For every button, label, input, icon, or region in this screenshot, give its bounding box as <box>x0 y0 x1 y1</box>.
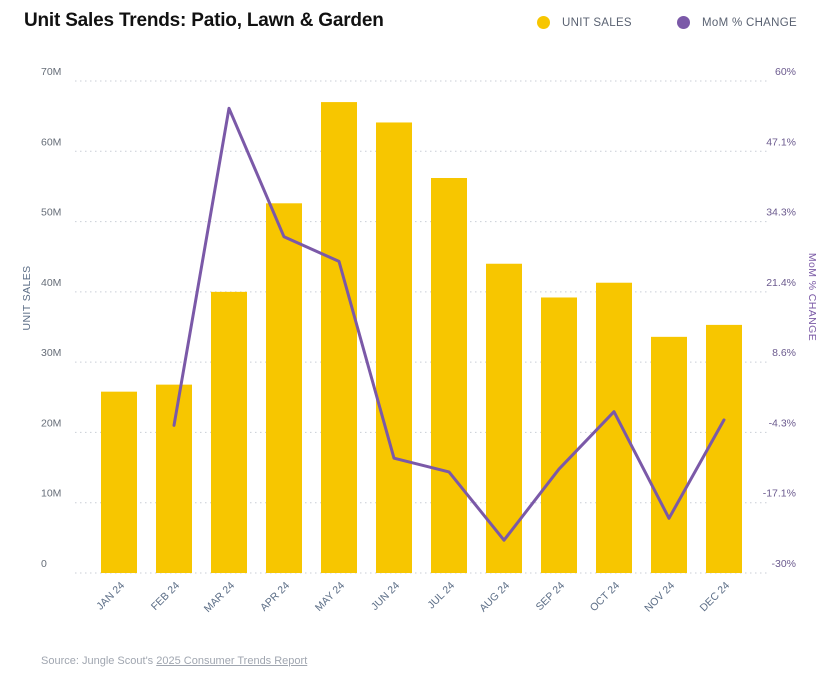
source-prefix: Source: Jungle Scout's <box>41 655 154 667</box>
x-tick-label: OCT 24 <box>588 580 622 614</box>
y-tick-right: -30% <box>771 558 796 570</box>
bar-unit-sales <box>156 384 192 573</box>
y-axis-title-right: MoM % CHANGE <box>806 253 818 341</box>
x-tick-label: NOV 24 <box>642 580 677 615</box>
y-tick-right: -17.1% <box>763 488 796 500</box>
bar-unit-sales <box>431 177 467 573</box>
legend-label-unit-sales: UNIT SALES <box>562 16 632 29</box>
y-tick-left: 10M <box>41 488 61 500</box>
y-tick-left: 50M <box>41 207 61 219</box>
x-tick-label: JUL 24 <box>425 580 457 612</box>
legend-label-mom-change: MoM % CHANGE <box>702 16 797 29</box>
y-tick-left: 0 <box>41 558 47 570</box>
bar-unit-sales <box>651 336 687 573</box>
bar-unit-sales <box>596 282 632 573</box>
x-tick-label: JAN 24 <box>94 580 127 613</box>
chart-title: Unit Sales Trends: Patio, Lawn & Garden <box>24 10 384 31</box>
bar-unit-sales <box>211 291 247 573</box>
y-tick-left: 30M <box>41 347 61 359</box>
bar-unit-sales <box>541 297 577 573</box>
source-link[interactable]: 2025 Consumer Trends Report <box>156 655 308 667</box>
legend-mom-change: MoM % CHANGE <box>677 16 797 29</box>
legend-swatch-unit-sales <box>537 16 550 29</box>
x-tick-label: MAR 24 <box>202 580 237 615</box>
y-tick-right: -4.3% <box>769 417 796 429</box>
x-tick-label: DEC 24 <box>698 580 733 615</box>
bar-unit-sales <box>486 263 522 573</box>
y-tick-right: 60% <box>775 66 796 78</box>
y-axis-title-left: UNIT SALES <box>21 265 33 330</box>
x-tick-label: AUG 24 <box>477 580 512 615</box>
source-note: Source: Jungle Scout's 2025 Consumer Tre… <box>41 655 307 667</box>
bar-unit-sales <box>321 102 357 573</box>
y-tick-right: 8.6% <box>772 347 796 359</box>
y-tick-left: 20M <box>41 417 61 429</box>
y-tick-right: 47.1% <box>766 136 796 148</box>
legend-swatch-mom-change <box>677 16 690 29</box>
x-tick-label: FEB 24 <box>149 580 182 613</box>
bar-unit-sales <box>376 122 412 574</box>
bar-unit-sales <box>706 324 742 573</box>
legend-unit-sales: UNIT SALES <box>537 16 632 29</box>
x-tick-label: MAY 24 <box>313 580 347 614</box>
x-tick-label: JUN 24 <box>369 580 402 613</box>
bar-unit-sales <box>266 203 302 573</box>
y-tick-right: 21.4% <box>766 277 796 289</box>
x-tick-label: APR 24 <box>258 580 292 614</box>
x-tick-label: SEP 24 <box>534 580 568 614</box>
y-tick-left: 40M <box>41 277 61 289</box>
y-tick-left: 70M <box>41 66 61 78</box>
y-tick-left: 60M <box>41 136 61 148</box>
y-tick-right: 34.3% <box>766 207 796 219</box>
bar-unit-sales <box>101 391 137 573</box>
